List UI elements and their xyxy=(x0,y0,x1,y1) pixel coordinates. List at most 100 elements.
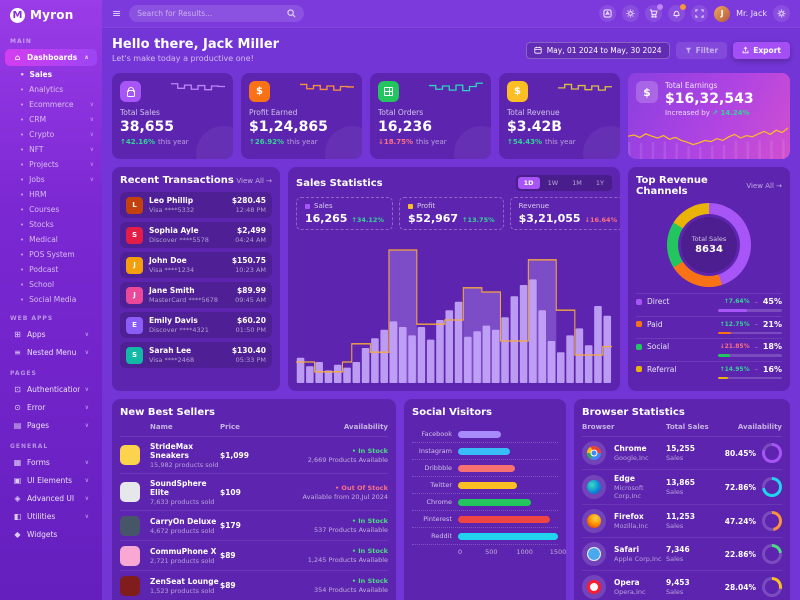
best-seller-row[interactable]: CarryOn Deluxe 4,672 products sold $179 • I… xyxy=(120,511,388,541)
tab-1m[interactable]: 1M xyxy=(572,179,582,187)
sidebar-item-apps[interactable]: ⊞ Apps ∨ xyxy=(14,330,89,339)
browser-row[interactable]: Firefox Mozilla,Inc 11,253 Sales 47.24% xyxy=(582,505,782,538)
theme-toggle-button[interactable] xyxy=(622,5,640,22)
social-bar-row: Dribbble xyxy=(412,460,558,477)
kpi-card-total-sales[interactable]: Total Sales 38,655 ↑42.16% this year xyxy=(112,73,233,159)
tab-1w[interactable]: 1W xyxy=(547,179,559,187)
transaction-item[interactable]: S Sarah Lee Visa ****2468 $130.40 05:33 PM xyxy=(120,342,272,368)
channels-view-all-link[interactable]: View All → xyxy=(746,182,782,190)
kpi-card-total-revenue[interactable]: $ Total Revenue $3.42B ↑54.43% this year xyxy=(499,73,620,159)
earnings-value: $16,32,543 xyxy=(665,91,754,107)
sidebar-item-error[interactable]: ⊙ Error ∨ xyxy=(14,403,89,412)
stat-label: Revenue xyxy=(518,202,550,210)
sidebar-item-courses[interactable]: • Courses xyxy=(20,205,60,214)
transaction-item[interactable]: J John Doe Visa ****1234 $150.75 10:23 AM xyxy=(120,252,272,278)
sidebar-item-sales[interactable]: • Sales xyxy=(20,70,53,79)
browser-row[interactable]: Chrome Google,Inc 15,255 Sales 80.45% xyxy=(582,437,782,470)
transaction-item[interactable]: J Jane Smith MasterCard ****5678 $89.99 09:4… xyxy=(120,282,272,308)
sidebar-item-medical[interactable]: • Medical xyxy=(20,235,58,244)
transaction-time: 04:24 AM xyxy=(235,236,266,244)
arrow-up-icon: ↑42.16% xyxy=(120,138,156,146)
fullscreen-button[interactable] xyxy=(691,5,709,22)
sidebar-item-authentication[interactable]: ⊡ Authentication ∨ xyxy=(14,385,89,394)
browser-percent: 28.04% xyxy=(724,582,756,592)
total-earnings-card[interactable]: $ Total Earnings $16,32,543 Increased by… xyxy=(628,73,790,159)
tab-1d[interactable]: 1D xyxy=(517,177,540,189)
export-button[interactable]: Export xyxy=(733,41,790,59)
legend-item-direct[interactable]: Direct ↑7.64% –45% xyxy=(636,293,782,316)
category-label: Facebook xyxy=(421,430,452,438)
sidebar-item-stocks[interactable]: • Stocks xyxy=(20,220,54,229)
language-button[interactable] xyxy=(599,5,617,22)
sidebar-item-widgets[interactable]: ◆ Widgets xyxy=(14,530,58,539)
browser-row[interactable]: Opera Opera,Inc 9,453 Sales 28.04% xyxy=(582,571,782,600)
series-dot xyxy=(636,298,642,305)
sidebar-item-ecommerce[interactable]: • Ecommerce ∨ xyxy=(20,100,94,109)
best-seller-row[interactable]: CommuPhone X 2,721 products sold $89 • In S… xyxy=(120,541,388,571)
menu-toggle-icon[interactable]: ≡ xyxy=(112,7,122,20)
transaction-item[interactable]: E Emily Davis Discover ****4321 $60.20 01:50… xyxy=(120,312,272,338)
browser-name: Opera xyxy=(614,578,640,587)
chevron-down-icon: ∨ xyxy=(84,513,89,520)
sidebar-item-advanced-ui[interactable]: ◈ Advanced UI ∨ xyxy=(14,494,89,503)
avatar[interactable]: J xyxy=(714,5,731,22)
gear-icon xyxy=(777,9,786,18)
sidebar-item-projects[interactable]: • Projects ∨ xyxy=(20,160,94,169)
profile-name[interactable]: Mr. Jack xyxy=(736,9,767,18)
logo[interactable]: M Myron xyxy=(0,0,102,30)
bullet-icon: • xyxy=(20,115,25,124)
transaction-item[interactable]: L Leo Phillip Visa ****5332 $280.45 12:48 PM xyxy=(120,192,272,218)
sidebar-item-podcast[interactable]: • Podcast xyxy=(20,265,59,274)
sidebar-item-crm[interactable]: • CRM ∨ xyxy=(20,115,94,124)
tab-1y[interactable]: 1Y xyxy=(595,179,604,187)
main-area: ≡ J Mr. Jack Hello there, Jack Miller xyxy=(102,0,800,600)
legend-item-social[interactable]: Social ↓21.85% –18% xyxy=(636,338,782,361)
sidebar-item-utilities[interactable]: ◧ Utilities ∨ xyxy=(13,512,89,521)
cart-button[interactable] xyxy=(645,4,664,22)
sidebar-item-pages[interactable]: ▤ Pages ∨ xyxy=(13,421,89,430)
best-seller-row[interactable]: StrideMax Sneakers 15,982 products sold $1… xyxy=(120,437,388,474)
sidebar-item-crypto[interactable]: • Crypto ∨ xyxy=(20,130,94,139)
availability-ring xyxy=(762,511,782,531)
sidebar-item-jobs[interactable]: • Jobs ∨ xyxy=(20,175,94,184)
series-dot xyxy=(636,366,642,372)
browser-row[interactable]: Edge Microsoft Corp,Inc 13,865 Sales 72.86% xyxy=(582,470,782,505)
best-seller-row[interactable]: SoundSphere Elite 7,633 products sold $109… xyxy=(120,474,388,511)
sales-statistics-chart xyxy=(296,243,612,383)
sidebar-item-pos-system[interactable]: • POS System xyxy=(20,250,75,259)
dollar-icon: $ xyxy=(249,81,270,102)
sidebar-item-social-media[interactable]: • Social Media xyxy=(20,295,77,304)
sidebar-item-ui-elements[interactable]: ▣ UI Elements ∨ xyxy=(13,476,89,485)
best-seller-row[interactable]: ZenSeat Lounge 1,523 products sold $89 • In… xyxy=(120,571,388,600)
sidebar-item-school[interactable]: • School xyxy=(20,280,55,289)
notifications-button[interactable] xyxy=(668,4,687,22)
trend-up-icon: ↗ 14.24% xyxy=(712,109,750,117)
availability-ring xyxy=(762,544,782,564)
product-name: CommuPhone X xyxy=(150,546,217,556)
kpi-value: 16,236 xyxy=(378,119,433,135)
filter-button[interactable]: Filter xyxy=(675,41,728,59)
kpi-card-profit-earned[interactable]: $ Profit Earned $1,24,865 ↑26.92% this year xyxy=(241,73,362,159)
search-input[interactable] xyxy=(137,9,282,18)
date-range-picker[interactable]: May, 01 2024 to May, 30 2024 xyxy=(525,41,670,59)
sidebar-item-forms[interactable]: ▦ Forms ∨ xyxy=(13,458,89,467)
settings-button[interactable] xyxy=(773,5,790,22)
legend-item-paid[interactable]: Paid ↑12.75% –21% xyxy=(636,315,782,339)
box-icon xyxy=(378,81,399,102)
kpi-card-total-orders[interactable]: Total Orders 16,236 ↓18.75% this year xyxy=(370,73,491,159)
browser-row[interactable]: Safari Apple Corp,Inc 7,346 Sales 22.86% xyxy=(582,538,782,571)
edge-icon xyxy=(582,475,606,499)
category-label: Twitter xyxy=(430,481,452,489)
sidebar-item-nested-menu[interactable]: ≡ Nested Menu ∨ xyxy=(14,348,89,357)
sidebar-item-hrm[interactable]: • HRM xyxy=(20,190,47,199)
legend-item-referral[interactable]: Referral ↑14.95% –16% xyxy=(636,360,782,384)
arrow-up-icon: ↑7.64% xyxy=(723,298,750,305)
kpi-delta: ↑54.43% this year xyxy=(507,138,576,146)
sidebar-item-dashboards[interactable]: ⌂ Dashboards ∧ xyxy=(5,49,97,66)
sidebar-item-analytics[interactable]: • Analytics xyxy=(20,85,64,94)
sidebar-item-nft[interactable]: • NFT ∨ xyxy=(20,145,94,154)
transaction-item[interactable]: S Sophia Ayle Discover ****5578 $2,499 04:24… xyxy=(120,222,272,248)
transaction-card: MasterCard ****5678 xyxy=(149,296,219,304)
transactions-view-all-link[interactable]: View All → xyxy=(236,176,272,185)
transaction-name: Jane Smith xyxy=(149,286,195,295)
